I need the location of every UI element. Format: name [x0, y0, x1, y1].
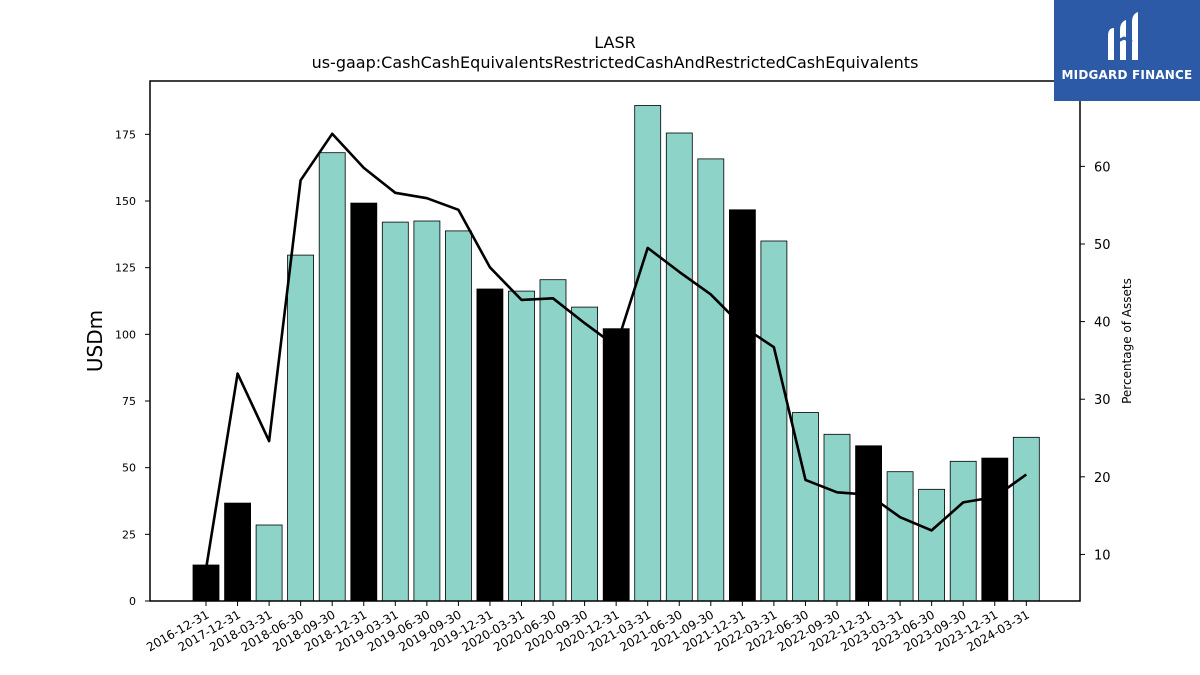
bar	[665, 132, 693, 602]
bar	[949, 460, 977, 602]
logo-mark-icon	[1108, 12, 1138, 60]
y-tick-label: 125	[115, 262, 136, 275]
bar	[318, 152, 346, 602]
y-tick-label: 75	[122, 395, 136, 408]
bar	[697, 158, 725, 602]
chart-title: LASR	[594, 33, 636, 52]
y-right-tick-label: 30	[1094, 393, 1111, 408]
y-tick-label: 100	[115, 328, 136, 341]
bar	[350, 202, 378, 602]
bar	[444, 230, 472, 602]
bar	[886, 471, 914, 602]
bar	[508, 290, 535, 602]
bar	[287, 254, 315, 602]
y-right-tick-label: 50	[1094, 238, 1111, 253]
logo-text: MIDGARD FINANCE	[1061, 68, 1193, 82]
bar	[855, 445, 882, 602]
bar	[1012, 436, 1040, 602]
bar	[381, 221, 409, 602]
y-tick-label: 175	[115, 128, 136, 141]
plot-frame	[149, 80, 1081, 602]
y-right-tick-label: 20	[1094, 471, 1111, 486]
bar	[729, 209, 756, 602]
y-right-tick-label: 60	[1094, 160, 1111, 175]
y-tick-label: 25	[122, 528, 136, 541]
bar	[255, 524, 283, 602]
company-logo: MIDGARD FINANCE	[1054, 0, 1200, 101]
x-axis: 2016-12-312017-12-312018-03-312018-06-30…	[144, 601, 1032, 654]
bar	[192, 564, 220, 602]
bar	[571, 306, 598, 602]
bar	[224, 502, 252, 602]
bar	[602, 328, 630, 602]
bar	[981, 457, 1009, 602]
bar	[634, 105, 662, 602]
y-tick-label: 50	[122, 462, 136, 475]
y-right-tick-label: 10	[1094, 548, 1111, 563]
y-axis-label-right: Percentage of Assets	[1120, 278, 1134, 404]
bar	[918, 488, 945, 602]
right-axis: 10 20 30 40 50 60	[1080, 160, 1111, 563]
y-right-tick-label: 40	[1094, 316, 1111, 331]
bar-series	[192, 105, 1040, 602]
line-series	[204, 132, 1028, 570]
bar	[539, 279, 567, 602]
chart-subtitle: us-gaap:CashCashEquivalentsRestrictedCas…	[312, 53, 919, 72]
bar	[413, 220, 441, 602]
bar	[760, 240, 788, 602]
bar	[476, 288, 504, 602]
y-tick-label: 0	[129, 595, 136, 608]
left-axis: 0 25 50 75 100 125 150 175	[115, 128, 150, 608]
y-axis-label-left: USDm	[83, 310, 107, 372]
y-tick-label: 150	[115, 195, 136, 208]
bar	[823, 433, 851, 602]
